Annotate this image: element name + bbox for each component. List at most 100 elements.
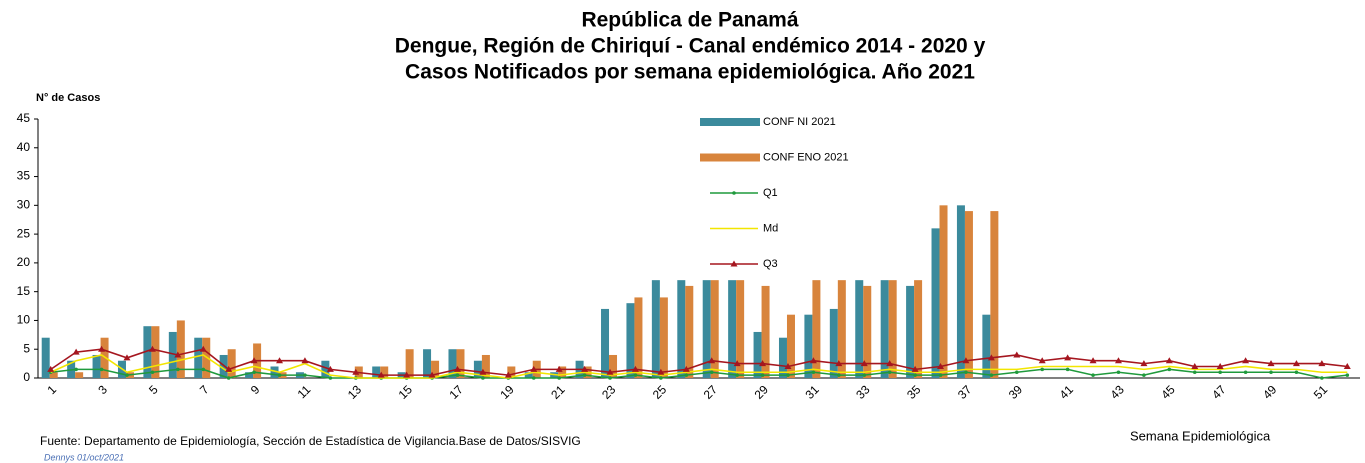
x-tick-label: 41 [1057,382,1077,402]
x-tick-label: 17 [446,382,466,402]
bar [524,372,533,378]
line-marker [174,351,182,358]
line-marker [557,376,561,380]
line-marker [606,368,614,375]
x-tick-label: 31 [802,382,822,402]
bar [41,337,50,378]
bar [448,349,457,378]
bar [906,285,915,378]
bar [558,366,567,378]
bar [321,360,330,378]
line-marker [250,357,258,364]
line-marker [887,370,892,375]
x-tick-label: 5 [146,382,161,397]
line-marker [1320,376,1324,380]
y-tick-label: 30 [17,198,31,212]
line-marker [148,345,156,352]
x-tick-label: 3 [95,382,110,397]
x-tick-label: 15 [396,382,416,402]
line-marker [964,370,968,375]
bar [812,280,821,378]
bar [728,280,737,378]
bar [931,228,940,378]
y-axis-label: N° de Casos [36,92,100,104]
line-marker [481,376,485,380]
bar [168,331,177,378]
line-marker [225,365,233,372]
bar [75,372,84,378]
line-marker [581,365,589,372]
line-marker [1140,360,1148,367]
line-marker [759,360,767,367]
legend-label: CONF ENO 2021 [763,151,849,163]
line-series [50,368,1348,379]
bar [372,366,381,378]
x-tick-label: 11 [295,382,314,401]
line-marker [582,373,587,377]
bar [659,297,668,378]
y-tick-label: 5 [23,341,30,355]
y-tick-label: 35 [17,169,31,183]
line-marker [252,370,256,375]
y-tick-label: 20 [17,255,31,269]
line-marker [1192,370,1197,375]
line-marker [1013,351,1021,358]
line-marker [886,360,894,367]
y-tick-label: 10 [17,313,31,327]
source-note: Fuente: Departamento de Epidemiología, S… [40,434,581,448]
line-marker [74,367,78,372]
line-marker [123,354,131,361]
bar [143,326,152,378]
line-marker [531,376,536,380]
bar [227,349,236,378]
line-marker [479,368,487,375]
line-marker [1114,357,1122,364]
chart-title: Dengue, Región de Chiriquí - Canal endém… [395,35,986,58]
bar [92,354,101,378]
legend-label: Q1 [763,187,778,199]
legend-swatch [700,153,760,162]
line-marker [1294,370,1299,375]
line-marker [633,373,638,377]
line-marker [1089,357,1097,364]
line-marker [555,365,563,372]
line-marker [326,365,334,372]
line-series [50,354,1348,379]
bar [473,360,482,378]
line-marker [199,345,207,352]
line-marker [1242,357,1250,364]
line-marker [1218,370,1222,375]
line-marker [1065,367,1070,372]
line-marker [99,367,104,372]
x-tick-label: 39 [1006,382,1026,402]
bar [702,280,711,378]
bar [778,337,787,378]
line-marker [684,373,689,377]
line-marker [608,376,612,380]
line-marker [377,371,385,378]
line-marker [98,345,106,352]
line-marker [760,373,765,377]
line-marker [72,348,80,355]
bar [736,280,745,378]
x-tick-label: 9 [248,382,263,397]
line-marker [682,365,690,372]
bar [855,280,864,378]
x-tick-label: 33 [853,382,873,402]
line-marker [301,357,309,364]
line-marker [504,371,512,378]
bar [405,349,414,378]
bar [888,280,897,378]
y-tick-label: 15 [17,284,31,298]
line-marker [659,376,663,380]
x-tick-label: 45 [1158,382,1178,402]
x-tick-label: 29 [752,382,772,402]
line-marker [47,365,55,372]
line-marker [1165,357,1173,364]
line-marker [276,357,284,364]
bar [194,337,203,378]
line-marker [1345,373,1350,377]
line-marker [1038,357,1046,364]
bar [939,205,948,378]
